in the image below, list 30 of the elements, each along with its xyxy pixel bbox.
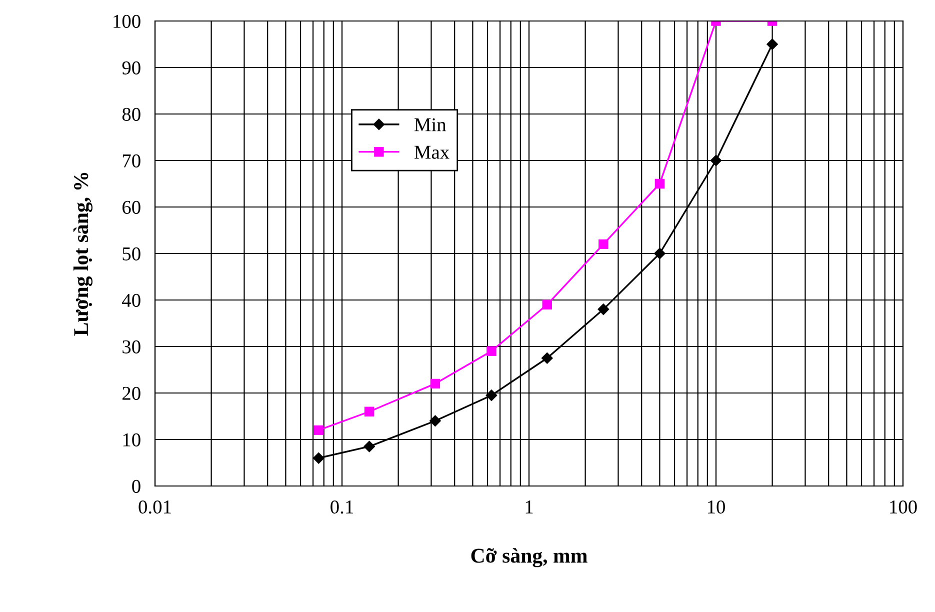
point: [654, 248, 666, 260]
legend-label: Max: [414, 146, 450, 159]
y-tick-label: 40: [122, 294, 140, 307]
point: [598, 239, 608, 250]
x-tick-label: 0.01: [138, 500, 171, 514]
y-tick-label: 0: [132, 480, 140, 493]
y-tick-label: 20: [122, 386, 140, 400]
y-tick-label: 80: [122, 108, 140, 121]
point: [313, 452, 324, 464]
x-axis-title: Cỡ sàng, mm: [471, 548, 588, 568]
point: [314, 425, 324, 436]
y-tick-label: 30: [122, 340, 140, 354]
y-tick-label: 50: [122, 247, 140, 260]
point: [710, 154, 722, 166]
point: [542, 352, 553, 364]
y-tick-label: 100: [114, 14, 140, 28]
point: [766, 38, 778, 50]
y-tick-label: 90: [122, 61, 140, 74]
legend-label: Min: [414, 118, 446, 132]
point: [654, 178, 665, 189]
x-tick-label: 100: [890, 500, 917, 514]
point: [598, 304, 610, 315]
x-tick-label: 1: [526, 500, 533, 514]
point: [542, 300, 552, 310]
y-tick-label: 10: [123, 433, 140, 446]
y-axis-title: Lượng lọt sàng, %: [73, 172, 92, 336]
y-tick-label: 70: [122, 154, 140, 168]
x-tick-label: 0.1: [330, 500, 353, 514]
y-tick-label: 60: [122, 200, 140, 214]
x-tick-label: 10: [708, 500, 725, 514]
